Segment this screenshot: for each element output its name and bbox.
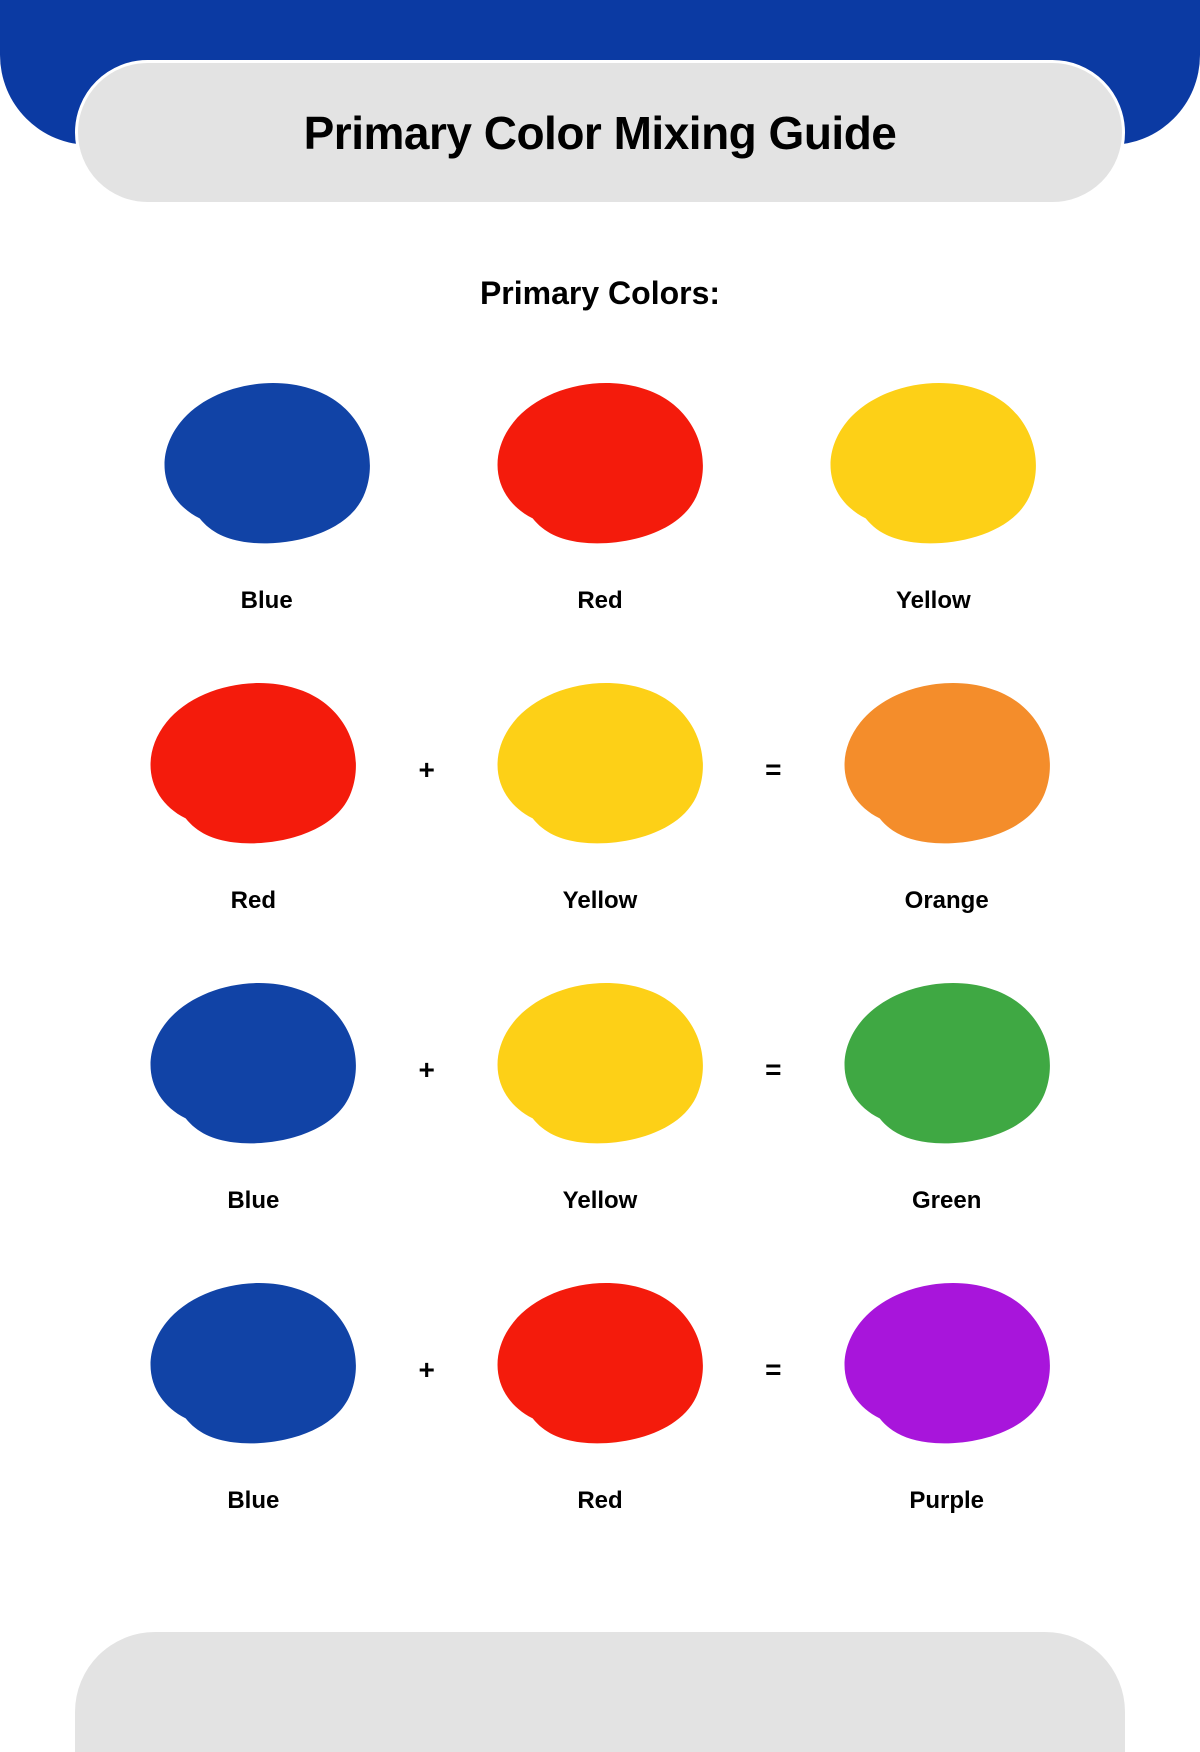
label-purple: Purple: [909, 1487, 984, 1515]
blob-orange: [817, 665, 1077, 865]
blob-shape-blue: [142, 368, 392, 563]
cell-blue: Blue: [100, 965, 407, 1215]
label-yellow: Yellow: [563, 1187, 638, 1215]
page-title: Primary Color Mixing Guide: [304, 106, 897, 160]
blob-yellow: [470, 965, 730, 1165]
blob-red: [470, 1265, 730, 1465]
label-orange: Orange: [905, 887, 989, 915]
op-equals: =: [753, 754, 793, 786]
cell-red: Red: [447, 1265, 754, 1515]
row-mix-2: Blue + Yellow = Green: [100, 950, 1100, 1230]
blob-shape-blue: [128, 1268, 378, 1463]
blob-red: [123, 665, 383, 865]
cell-purple: Purple: [793, 1265, 1100, 1515]
blob-shape-blue: [128, 968, 378, 1163]
blob-blue: [137, 365, 397, 565]
cell-yellow: Yellow: [447, 665, 754, 915]
row-primary: Blue Red Yellow: [100, 350, 1100, 630]
cell-blue: Blue: [100, 365, 433, 615]
blob-shape-purple: [822, 1268, 1072, 1463]
label-blue: Blue: [227, 1187, 279, 1215]
cell-red: Red: [100, 665, 407, 915]
blob-shape-red: [475, 1268, 725, 1463]
cell-blue: Blue: [100, 1265, 407, 1515]
label-green: Green: [912, 1187, 981, 1215]
label-yellow: Yellow: [563, 887, 638, 915]
blob-red: [470, 365, 730, 565]
op-plus: +: [407, 754, 447, 786]
blob-yellow: [470, 665, 730, 865]
cell-orange: Orange: [793, 665, 1100, 915]
row-mix-1: Red + Yellow = Orange: [100, 650, 1100, 930]
blob-shape-yellow: [808, 368, 1058, 563]
blob-shape-orange: [822, 668, 1072, 863]
blob-shape-yellow: [475, 968, 725, 1163]
op-plus: +: [407, 1354, 447, 1386]
cell-yellow: Yellow: [767, 365, 1100, 615]
op-equals: =: [753, 1054, 793, 1086]
blob-shape-green: [822, 968, 1072, 1163]
label-red: Red: [577, 1487, 622, 1515]
blob-yellow: [803, 365, 1063, 565]
label-red: Red: [231, 887, 276, 915]
subtitle: Primary Colors:: [0, 275, 1200, 312]
blob-shape-red: [128, 668, 378, 863]
footer-pill: [75, 1632, 1125, 1752]
label-red: Red: [577, 587, 622, 615]
op-plus: +: [407, 1054, 447, 1086]
blob-shape-red: [475, 368, 725, 563]
cell-red: Red: [433, 365, 766, 615]
blob-green: [817, 965, 1077, 1165]
cell-yellow: Yellow: [447, 965, 754, 1215]
label-yellow: Yellow: [896, 587, 971, 615]
content: Blue Red Yellow Red + Yellow = Orange: [100, 350, 1100, 1632]
op-equals: =: [753, 1354, 793, 1386]
row-mix-3: Blue + Red = Purple: [100, 1250, 1100, 1530]
blob-blue: [123, 965, 383, 1165]
label-blue: Blue: [227, 1487, 279, 1515]
blob-shape-yellow: [475, 668, 725, 863]
cell-green: Green: [793, 965, 1100, 1215]
title-pill: Primary Color Mixing Guide: [75, 60, 1125, 205]
blob-blue: [123, 1265, 383, 1465]
label-blue: Blue: [241, 587, 293, 615]
blob-purple: [817, 1265, 1077, 1465]
